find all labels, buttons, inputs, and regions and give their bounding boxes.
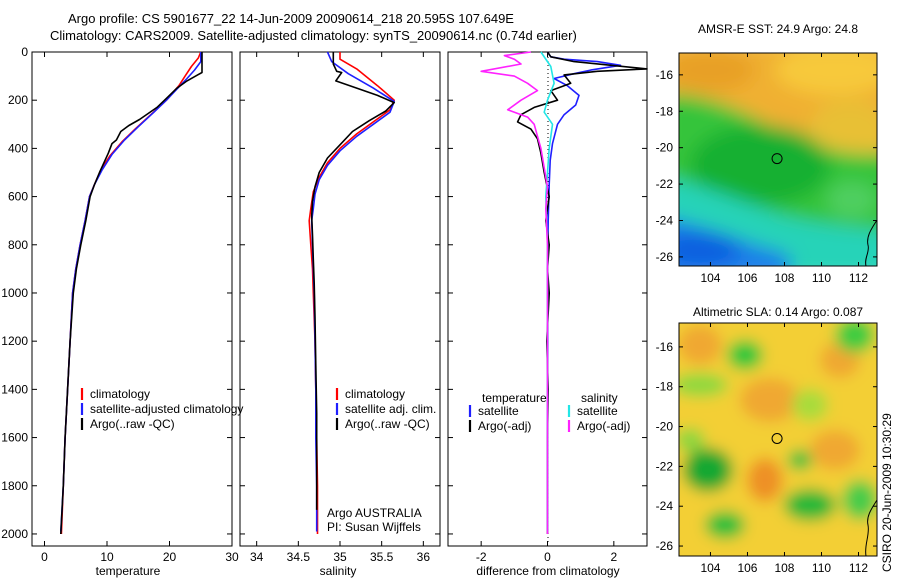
map-y-tick-label: -18 [656, 380, 674, 394]
map-x-tick-label: 110 [812, 561, 831, 575]
sst-axes-frame [678, 52, 878, 267]
sst-map-title: AMSR-E SST: 24.9 Argo: 24.8 [698, 22, 858, 36]
x-tick-label: 36 [417, 550, 431, 564]
y-tick-label: 600 [8, 190, 28, 204]
series-line-argo-raw-qc- [60, 52, 203, 535]
figure-title-line2: Climatology: CARS2009. Satellite-adjuste… [50, 28, 577, 43]
legend-label: climatology [345, 387, 405, 401]
map-x-tick-label: 112 [849, 561, 868, 575]
series-line-temperature-argo-adj- [516, 51, 648, 534]
series-line-argo-raw-qc- [310, 52, 396, 510]
x-tick-label: 10 [100, 550, 114, 564]
x-tick-label: 30 [225, 550, 239, 564]
legend-label: satellite adj. clim. [345, 402, 436, 416]
y-tick-label: 1800 [1, 479, 28, 493]
legend-heading-salinity: salinity [581, 391, 618, 405]
legend-label: Argo(-adj) [577, 419, 630, 433]
map-x-tick-label: 104 [700, 561, 720, 575]
map-y-tick-label: -16 [656, 340, 674, 354]
salinity-axes-frame [239, 51, 441, 547]
map-y-tick-label: -26 [656, 250, 674, 264]
map-y-tick-label: -16 [656, 68, 674, 82]
salinity-annotation-line2: PI: Susan Wijffels [327, 520, 421, 534]
legend-label: climatology [90, 387, 150, 401]
x-tick-label: 0 [41, 550, 48, 564]
credit-text: CSIRO 20-Jun-2009 10:30:29 [880, 413, 894, 572]
sla-heatmap [679, 323, 877, 556]
map-x-tick-label: 112 [849, 271, 868, 285]
x-tick-label: 34.5 [287, 550, 311, 564]
difference-panel: -2 0 2 satelliteArgo(-adj)satelliteArgo(-a… [447, 51, 648, 578]
series-line-satellite-adj-clim- [310, 51, 396, 532]
x-tick-label: 34 [250, 550, 264, 564]
legend-heading-temperature: temperature [482, 391, 547, 405]
figure-title-line1: Argo profile: CS 5901677_22 14-Jun-2009 … [68, 11, 514, 26]
sla-map-panel: Altimetric SLA: 0.14 Argo: 0.087 [656, 305, 878, 575]
legend-label: Argo(-adj) [478, 419, 531, 433]
y-tick-label: 800 [8, 238, 28, 252]
map-y-tick-label: -24 [656, 499, 674, 513]
map-y-tick-label: -20 [656, 141, 674, 155]
y-tick-label: 1400 [1, 382, 28, 396]
salinity-xlabel: salinity [320, 564, 357, 578]
series-line-temperature-satellite [546, 51, 622, 532]
temperature-xlabel: temperature [96, 564, 161, 578]
temperature-axes-frame [31, 51, 233, 547]
legend-label: satellite-adjusted climatology [90, 402, 243, 416]
temperature-panel: 0 10 20 30 0 200 400 600 800 1000 1200 1400 1600 1800… [1, 45, 243, 578]
y-tick-label: 2000 [1, 527, 28, 541]
argo-position-marker-sla [771, 433, 783, 445]
y-tick-label: 1000 [1, 286, 28, 300]
sst-map-panel: AMSR-E SST: 24.9 Argo: 24.8 104 106 108 110… [656, 22, 878, 285]
legend-label: Argo(..raw -QC) [90, 417, 175, 431]
argo-position-marker-sst [771, 153, 783, 165]
salinity-annotation-line1: Argo AUSTRALIA [327, 506, 422, 520]
y-tick-label: 1200 [1, 334, 28, 348]
x-tick-label: 20 [163, 550, 177, 564]
map-y-tick-label: -26 [656, 539, 674, 553]
y-tick-label: 0 [21, 45, 28, 59]
series-line-climatology [308, 52, 396, 534]
legend-label: satellite [577, 404, 618, 418]
map-x-tick-label: 110 [812, 271, 831, 285]
y-tick-label: 200 [8, 93, 28, 107]
x-tick-label: 0 [544, 550, 551, 564]
series-line-salinity-argo-adj- [480, 51, 549, 534]
x-tick-label: 35.5 [370, 550, 394, 564]
map-y-tick-label: -20 [656, 420, 674, 434]
y-tick-label: 1600 [1, 431, 28, 445]
map-y-tick-label: -22 [656, 459, 674, 473]
map-y-tick-label: -24 [656, 213, 674, 227]
x-tick-label: -2 [476, 550, 487, 564]
map-x-tick-label: 104 [700, 271, 720, 285]
map-x-tick-label: 108 [774, 561, 794, 575]
difference-xlabel: difference from climatology [476, 564, 619, 578]
x-tick-label: 35 [333, 550, 347, 564]
sst-heatmap [679, 53, 877, 266]
legend-label: Argo(..raw -QC) [345, 417, 430, 431]
map-y-tick-label: -18 [656, 104, 674, 118]
y-tick-label: 400 [8, 141, 28, 155]
map-x-tick-label: 106 [737, 561, 757, 575]
sla-axes-frame [678, 322, 878, 557]
x-tick-label: 2 [610, 550, 617, 564]
map-x-tick-label: 106 [737, 271, 757, 285]
legend-label: satellite [478, 404, 519, 418]
map-y-tick-label: -22 [656, 177, 674, 191]
map-x-tick-label: 108 [774, 271, 794, 285]
sla-map-title: Altimetric SLA: 0.14 Argo: 0.087 [693, 305, 863, 319]
